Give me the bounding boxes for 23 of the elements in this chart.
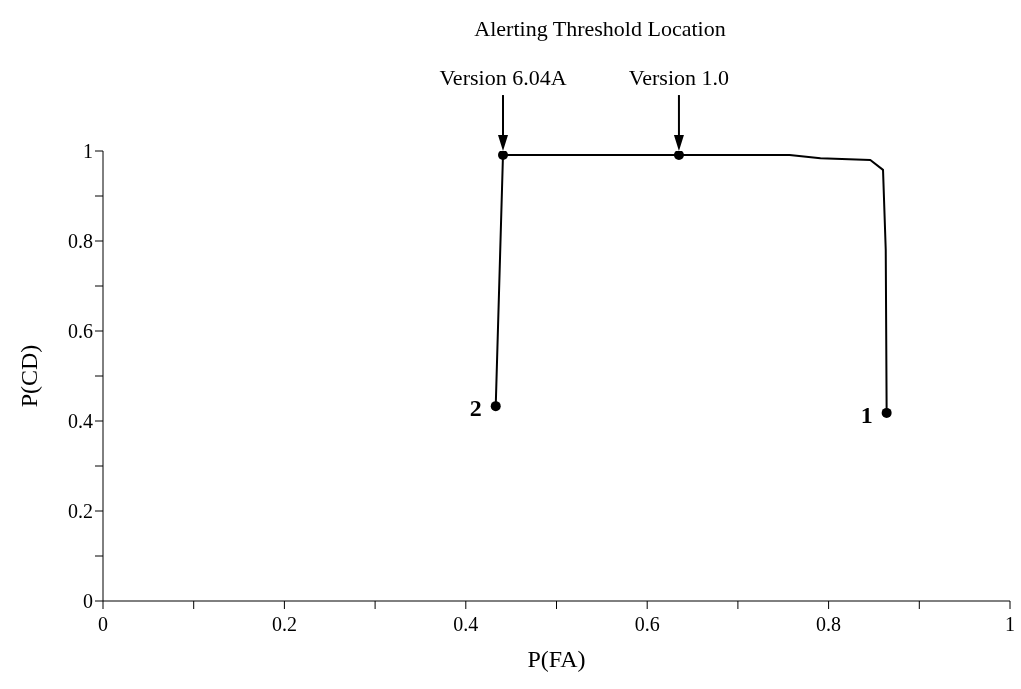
x-tick-label: 0.6 xyxy=(634,613,660,636)
point xyxy=(497,151,508,161)
annotation: 2 xyxy=(469,395,482,422)
x-tick-label: 1 xyxy=(1005,613,1015,636)
annotation: Version 6.04A xyxy=(439,65,567,91)
y-tick-label: 0.6 xyxy=(68,320,93,343)
y-tick-label: 0 xyxy=(83,590,93,613)
x-tick-label: 0.8 xyxy=(816,613,842,636)
y-tick-label: 1 xyxy=(83,140,93,163)
x-tick-label: 0 xyxy=(98,613,108,636)
x-tick-label: 0.2 xyxy=(271,613,297,636)
y-axis-title: P(CD) xyxy=(15,344,42,408)
y-tick-label: 0.8 xyxy=(68,230,93,253)
y-tick-label: 0.4 xyxy=(68,410,93,433)
point xyxy=(881,407,892,418)
annotation: Version 1.0 xyxy=(628,65,730,91)
x-tick-label: 0.4 xyxy=(453,613,479,636)
point xyxy=(490,401,501,412)
y-tick-label: 0.2 xyxy=(68,500,93,523)
point xyxy=(673,151,684,161)
annotation: 1 xyxy=(860,401,873,428)
x-axis-title: P(FA) xyxy=(527,646,586,672)
text: Alerting Threshold Location xyxy=(473,16,727,42)
